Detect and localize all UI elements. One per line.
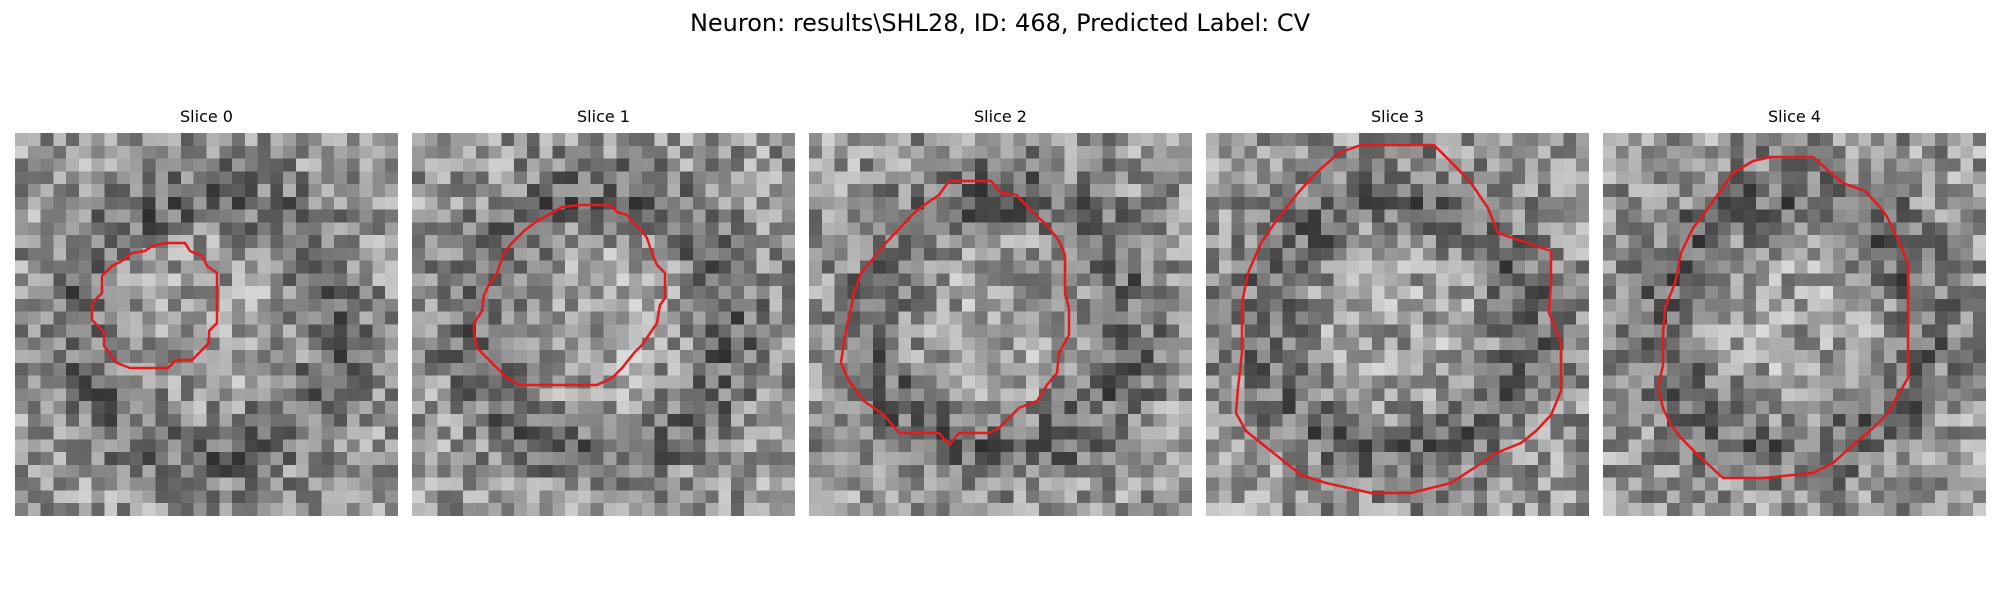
grayscale-pixel-grid	[15, 133, 398, 516]
segmentation-contour	[90, 241, 219, 370]
slice-image	[1603, 133, 1986, 516]
slice-title: Slice 4	[1768, 107, 1821, 126]
slice-image	[1206, 133, 1589, 516]
slice-title: Slice 0	[180, 107, 233, 126]
slice-panel: Slice 3	[1206, 106, 1589, 516]
grayscale-pixel-grid	[809, 133, 1192, 516]
slice-panel: Slice 2	[809, 106, 1192, 516]
grayscale-pixel-grid	[1603, 133, 1986, 516]
slice-panel: Slice 0	[15, 106, 398, 516]
segmentation-contour	[1656, 155, 1910, 480]
grayscale-pixel-grid	[412, 133, 795, 516]
slice-image	[412, 133, 795, 516]
slice-image	[809, 133, 1192, 516]
segmentation-contour	[1234, 143, 1563, 495]
slice-title: Slice 3	[1371, 107, 1424, 126]
segmentation-contour	[839, 179, 1071, 447]
slice-panel: Slice 4	[1603, 106, 1986, 516]
slice-title: Slice 2	[974, 107, 1027, 126]
slice-panel: Slice 1	[412, 106, 795, 516]
slice-title: Slice 1	[577, 107, 630, 126]
figure-title: Neuron: results\SHL28, ID: 468, Predicte…	[689, 9, 1311, 37]
segmentation-contour	[472, 203, 667, 387]
slice-image	[15, 133, 398, 516]
grayscale-pixel-grid	[1206, 133, 1589, 516]
